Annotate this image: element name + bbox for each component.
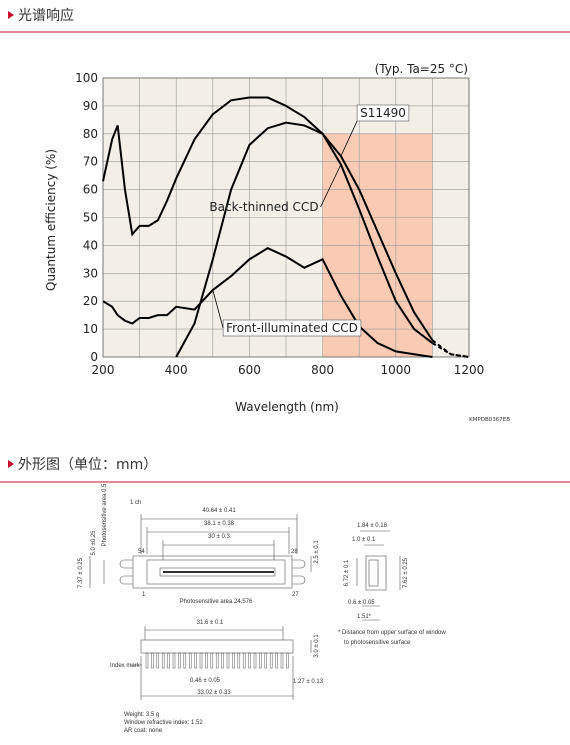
dimension-label: 1.51* xyxy=(357,614,372,620)
plot-frame xyxy=(102,77,470,358)
figure-code: KMPDB0367EB xyxy=(469,417,510,423)
pin xyxy=(194,652,197,669)
dimension-label: 38.1 ± 0.38 xyxy=(204,521,235,527)
pin xyxy=(264,652,268,669)
leader-line xyxy=(212,289,224,329)
pin xyxy=(248,652,251,669)
pin xyxy=(161,652,165,669)
heading-marker xyxy=(8,11,14,19)
dimension-label: 1 ch xyxy=(130,500,141,506)
pin xyxy=(237,652,241,669)
pin xyxy=(275,652,278,669)
dimension-label: 1 xyxy=(142,592,146,598)
dimension-label: * Distance from upper surface of window xyxy=(338,630,446,636)
dimension-labels: Photosensitive area 0.5 1 ch 40.64 ± 0.41 3… xyxy=(78,483,446,734)
y-tick-label: 80 xyxy=(83,127,98,141)
series-label: Back-thinned CCD xyxy=(209,200,318,214)
pin xyxy=(232,652,235,669)
pin xyxy=(253,652,257,669)
dimension-label: Photosensitive area 0.5 xyxy=(102,483,108,546)
annotation: (Typ. Ta=25 °C) xyxy=(375,62,468,76)
pin xyxy=(280,652,284,669)
leader-line xyxy=(320,164,342,208)
pin xyxy=(259,652,262,669)
dimension-label: 54 xyxy=(138,549,145,555)
series-line-dashed xyxy=(431,342,470,358)
y-tick-label: 70 xyxy=(83,155,98,169)
dimension-label: 27 xyxy=(292,592,299,598)
pin xyxy=(145,652,149,669)
dimension-label: 5.0 ±0.25 xyxy=(91,530,97,556)
pin xyxy=(242,652,246,669)
dimension-label: 3.0 ± 0.1 xyxy=(314,634,320,658)
pin xyxy=(226,652,230,669)
series-line xyxy=(102,96,434,344)
pin xyxy=(210,652,214,669)
dimension-label: 0.46 ± 0.05 xyxy=(190,678,221,684)
series-label: S11490 xyxy=(360,106,406,120)
section-title: 外形图（单位：mm） xyxy=(18,457,157,473)
chart: 0 10 20 30 40 50 60 70 80 90 100 200 400 600 800 1000 12… xyxy=(75,71,484,377)
dimension-label: to photosensitive surface xyxy=(344,640,411,646)
dimension-label: 1.0 ± 0.1 xyxy=(352,537,376,543)
leader-line xyxy=(340,120,358,157)
y-tick-label: 30 xyxy=(83,266,98,280)
y-axis-label: Quantum efficiency (%) xyxy=(44,149,58,291)
y-tick-label: 10 xyxy=(83,322,98,336)
dimension-label: 7.37 ± 0.25 xyxy=(78,557,84,588)
label-box xyxy=(356,104,410,122)
dimension-label: Weight: 3.5 g xyxy=(124,712,159,718)
x-axis-label: Wavelength (nm) xyxy=(235,400,339,414)
y-tick-label: 50 xyxy=(83,211,98,225)
y-tick-label: 20 xyxy=(83,294,98,308)
dimension-label: Photosensitive area 24.576 xyxy=(180,599,253,605)
pin xyxy=(183,652,187,669)
x-tick-label: 600 xyxy=(238,363,261,377)
y-tick-label: 90 xyxy=(83,99,98,113)
pin xyxy=(151,652,154,669)
y-tick-label: 40 xyxy=(83,238,98,252)
section-title: 光谱响应 xyxy=(18,7,74,24)
dimension-label: Window refractive index: 1.52 xyxy=(124,720,203,726)
dimension-label: 1.27 ± 0.13 xyxy=(293,679,324,685)
dimension-label: AR coat: none xyxy=(124,728,163,734)
x-tick-label: 1000 xyxy=(381,363,412,377)
pin xyxy=(221,652,224,669)
x-tick-label: 400 xyxy=(165,363,188,377)
dimension-label: 0.6 ± 0.05 xyxy=(348,600,375,606)
pin xyxy=(167,652,170,669)
dimension-label: 40.64 ± 0.41 xyxy=(202,508,236,514)
x-tick-label: 200 xyxy=(92,363,115,377)
pin xyxy=(156,652,160,669)
x-tick-label: 800 xyxy=(311,363,334,377)
dimension-label: 2.5 ± 0.1 xyxy=(314,540,320,564)
pin xyxy=(199,652,203,669)
y-tick-label: 100 xyxy=(75,71,98,85)
dimension-label: 33.02 ± 0.33 xyxy=(197,690,231,696)
series-line xyxy=(175,121,434,358)
pin xyxy=(178,652,181,669)
pin xyxy=(286,652,289,669)
outline-drawing xyxy=(89,514,401,700)
dimension-label: 7.62 ± 0.25 xyxy=(403,557,409,588)
dimension-label: 30 ± 0.3 xyxy=(208,534,230,540)
dimension-label: 1.84 ± 0.18 xyxy=(357,523,388,529)
pin xyxy=(205,652,208,669)
pin xyxy=(188,652,192,669)
y-tick-label: 0 xyxy=(90,350,98,364)
pin xyxy=(172,652,176,669)
pin xyxy=(215,652,219,669)
dimension-label: Index mark xyxy=(110,663,141,669)
dimension-label: 28 xyxy=(291,549,298,555)
dimension-label: 31.6 ± 0.1 xyxy=(197,620,224,626)
series-label: Front-illuminated CCD xyxy=(226,321,358,335)
series-line xyxy=(102,247,433,358)
heading-marker xyxy=(8,460,14,468)
dimension-label: 6.72 ± 0.1 xyxy=(344,559,350,586)
x-tick-label: 1200 xyxy=(454,363,485,377)
y-tick-label: 60 xyxy=(83,183,98,197)
pin xyxy=(269,652,273,669)
